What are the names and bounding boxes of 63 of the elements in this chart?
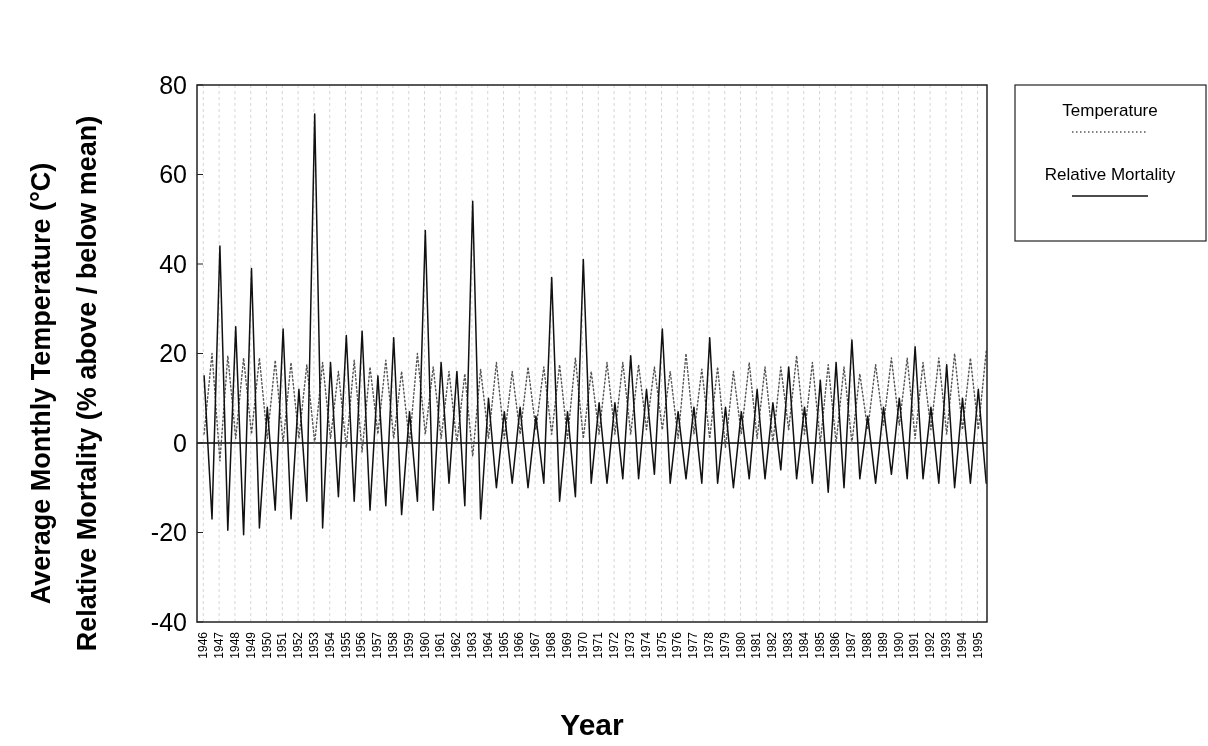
y-axis-title: Average Monthly Temperature (°C) Relative Mortality (% above / below mean): [26, 115, 102, 652]
line-series: [203, 350, 987, 462]
x-tick-label: 1989: [875, 631, 890, 659]
x-tick-label: 1993: [938, 631, 953, 659]
x-tick-label: 1960: [417, 631, 432, 659]
x-tick-label: 1955: [338, 631, 353, 659]
x-tick-label: 1979: [717, 631, 732, 659]
x-tick-label: 1994: [954, 631, 969, 659]
x-tick-label: 1952: [291, 631, 306, 659]
text: Temperature: [1062, 101, 1158, 120]
x-tick-label: 1948: [227, 631, 242, 659]
x-tick-label: 1992: [923, 631, 938, 659]
x-tick-label: 1990: [891, 631, 906, 659]
x-tick-label: 1951: [275, 631, 290, 659]
y-tick-label: 60: [159, 160, 187, 189]
x-tick-label: 1988: [859, 631, 874, 659]
x-axis-title: Year: [560, 708, 625, 741]
y-tick-label: -20: [150, 518, 187, 547]
x-tick-label: 1964: [480, 631, 495, 659]
x-tick-label: 1947: [212, 631, 227, 659]
x-tick-label: 1974: [638, 631, 653, 659]
x-tick-label: 1959: [401, 631, 416, 659]
x-tick-label: 1984: [796, 631, 811, 659]
x-tick-label: 1970: [575, 631, 590, 659]
x-tick-label: 1978: [701, 631, 716, 659]
x-tick-label: 1961: [433, 631, 448, 659]
x-tick-label: 1977: [686, 631, 701, 659]
line-series: [203, 113, 987, 536]
y-tick-label: -40: [150, 607, 187, 636]
x-tick-label: 1973: [622, 631, 637, 659]
x-tick-label: 1991: [907, 631, 922, 659]
x-tick-label: 1949: [243, 631, 258, 659]
x-tick-label: 1983: [780, 631, 795, 659]
y-tick-label: 40: [159, 249, 187, 278]
x-tick-label: 1976: [670, 631, 685, 659]
x-tick-label: 1987: [844, 631, 859, 659]
x-tick-label: 1980: [733, 631, 748, 659]
x-tick-label: 1962: [449, 631, 464, 659]
x-tick-label: 1950: [259, 631, 274, 659]
x-tick-label: 1956: [354, 631, 369, 659]
x-tick-label: 1965: [496, 631, 511, 659]
x-tick-label: 1946: [196, 631, 211, 659]
x-tick-label: 1963: [464, 631, 479, 659]
x-tick-label: 1981: [749, 631, 764, 659]
x-tick-label: 1995: [970, 631, 985, 659]
y-tick-label: 0: [173, 428, 187, 457]
x-tick-label: 1967: [528, 631, 543, 659]
x-tick-label: 1982: [765, 631, 780, 659]
x-tick-label: 1971: [591, 631, 606, 659]
x-tick-label: 1954: [322, 631, 337, 659]
x-tick-label: 1968: [543, 631, 558, 659]
x-tick-label: 1986: [828, 631, 843, 659]
x-tick-label: 1969: [559, 631, 574, 659]
y-tick-label: 20: [159, 339, 187, 368]
x-tick-label: 1972: [607, 631, 622, 659]
x-tick-label: 1957: [370, 631, 385, 659]
x-tick-label: 1975: [654, 631, 669, 659]
text: Relative Mortality: [1044, 165, 1176, 184]
x-tick-label: 1958: [385, 631, 400, 659]
y-tick-label: 80: [159, 70, 187, 99]
x-tick-label: 1966: [512, 631, 527, 659]
x-tick-label: 1953: [306, 631, 321, 659]
x-tick-label: 1985: [812, 631, 827, 659]
